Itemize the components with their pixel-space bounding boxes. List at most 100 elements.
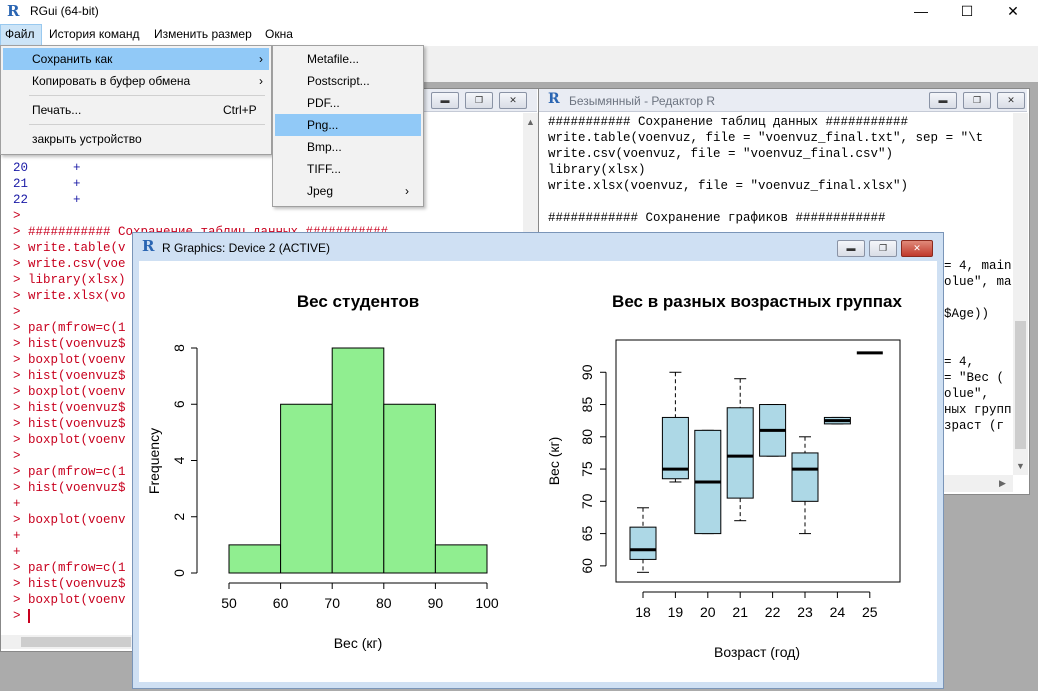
text-cursor [28,608,31,623]
hist-x-tick-label: 90 [428,595,444,611]
menu-history[interactable]: История команд [49,27,140,41]
console-line: > hist(voenvuz$ [13,401,126,415]
maximize-button[interactable]: ☐ [960,3,974,19]
console-line: > boxplot(voenv [13,433,126,447]
console-line: > hist(voenvuz$ [13,337,126,351]
editor-title: Безымянный - Редактор R [569,94,716,108]
hist-bar [228,544,282,574]
menu-print-shortcut: Ctrl+P [223,103,257,117]
graphics-restore-button[interactable]: ❐ [869,240,897,257]
hist-y-label: Frequency [146,428,162,494]
editor-line-fragment: = 4, [944,355,975,369]
boxplot-title: Вес в разных возрастных группах [612,292,902,311]
hist-x-label: Вес (кг) [334,635,383,651]
console-minimize-button[interactable]: ▬ [431,92,459,109]
scroll-right-icon[interactable]: ▶ [999,478,1006,488]
menu-save-as-label: Сохранить как [32,52,113,66]
editor-close-button[interactable]: ✕ [997,92,1025,109]
boxplot-box [791,452,819,502]
console-line: > [13,305,21,319]
save-metafile[interactable]: Metafile... [275,48,421,70]
console-line: + [13,529,21,543]
menu-separator [29,124,265,125]
editor-line: write.xlsx(voenvuz, file = "voenvuz_fina… [548,179,909,193]
chevron-right-icon: › [259,74,263,88]
hist-y-tick-label: 6 [171,400,187,408]
save-tiff[interactable]: TIFF... [275,158,421,180]
minimize-button[interactable]: — [914,3,928,19]
console-line: + [13,497,21,511]
close-button[interactable]: ✕ [1007,3,1019,19]
console-line: > hist(voenvuz$ [13,369,126,383]
editor-line-fragment: olue", [944,387,990,401]
boxplot-x-tick-label: 21 [732,604,748,620]
save-png[interactable]: Png... [275,114,421,136]
boxplot-x-tick-label: 23 [797,604,813,620]
editor-line-fragment: olue", ma [944,275,1012,289]
hist-bar [331,347,385,574]
console-restore-button[interactable]: ❐ [465,92,493,109]
editor-code[interactable]: ########### Сохранение таблиц данных ###… [548,114,983,226]
graphics-close-button[interactable]: ✕ [901,240,933,257]
console-line: > boxplot(voenv [13,385,126,399]
menu-close-device[interactable]: закрыть устройство [3,128,269,150]
console-line: > hist(voenvuz$ [13,577,126,591]
hist-x-tick-label: 60 [273,595,289,611]
menu-copy-label: Копировать в буфер обмена [32,74,191,88]
menu-print[interactable]: Печать... Ctrl+P [3,99,269,121]
hist-x-tick-label: 50 [221,595,237,611]
scroll-up-icon[interactable]: ▲ [526,117,535,127]
console-line: > [13,449,21,463]
scroll-down-icon[interactable]: ▼ [1016,461,1025,471]
save-pdf-label: PDF... [307,96,340,110]
console-line: > hist(voenvuz$ [13,481,126,495]
editor-vscroll[interactable]: ▼ [1013,113,1028,475]
editor-line: ########### Сохранение таблиц данных ###… [548,115,909,129]
r-logo-icon: R [548,91,560,107]
boxplot-x-tick-label: 24 [830,604,846,620]
menu-print-label: Печать... [32,103,82,117]
boxplot-x-tick-label: 19 [668,604,684,620]
save-bmp[interactable]: Bmp... [275,136,421,158]
console-line: > write.table(v [13,241,126,255]
editor-restore-button[interactable]: ❐ [963,92,991,109]
hist-y-tick-label: 0 [171,569,187,577]
console-line: > boxplot(voenv [13,353,126,367]
boxplot-x-tick-label: 25 [862,604,878,620]
menu-save-as[interactable]: Сохранить как › [3,48,269,70]
graphics-title: R Graphics: Device 2 (ACTIVE) [162,241,331,255]
console-line: + [13,545,21,559]
editor-vscroll-thumb[interactable] [1015,321,1026,449]
boxplot-y-tick-label: 65 [579,526,595,542]
editor-code-right[interactable]: = 4, main olue", ma $Age)) = 4, = "Вес (olue… [944,258,1012,434]
graphics-minimize-button[interactable]: ▬ [837,240,865,257]
hist-y-tick-label: 8 [171,344,187,352]
console-line: > [13,608,31,623]
editor-line-fragment [944,338,1012,354]
boxplot-y-tick-label: 85 [579,397,595,413]
r-logo-icon: R [7,2,20,20]
boxplot-y-tick-label: 75 [579,461,595,477]
menu-file[interactable]: Файл [5,27,35,41]
save-tiff-label: TIFF... [307,162,341,176]
save-jpeg[interactable]: Jpeg › [275,180,421,202]
save-pdf[interactable]: PDF... [275,92,421,114]
menu-windows[interactable]: Окна [265,27,293,41]
save-png-label: Png... [307,118,339,132]
console-close-button[interactable]: ✕ [499,92,527,109]
console-line: > library(xlsx) [13,273,126,287]
console-hscroll-thumb[interactable] [21,637,131,647]
menu-copy-clipboard[interactable]: Копировать в буфер обмена › [3,70,269,92]
hist-bar [434,544,488,574]
save-postscript[interactable]: Postscript... [275,70,421,92]
editor-line-fragment: ных групп [944,403,1012,417]
console-line: 21 + [13,177,81,191]
menu-close-device-label: закрыть устройство [32,132,142,146]
chevron-right-icon: › [405,184,409,198]
menu-resize[interactable]: Изменить размер [154,27,252,41]
editor-minimize-button[interactable]: ▬ [929,92,957,109]
console-line: > hist(voenvuz$ [13,417,126,431]
hist-y-tick-label: 4 [171,456,187,464]
editor-line: library(xlsx) [548,163,646,177]
save-metafile-label: Metafile... [307,52,360,66]
